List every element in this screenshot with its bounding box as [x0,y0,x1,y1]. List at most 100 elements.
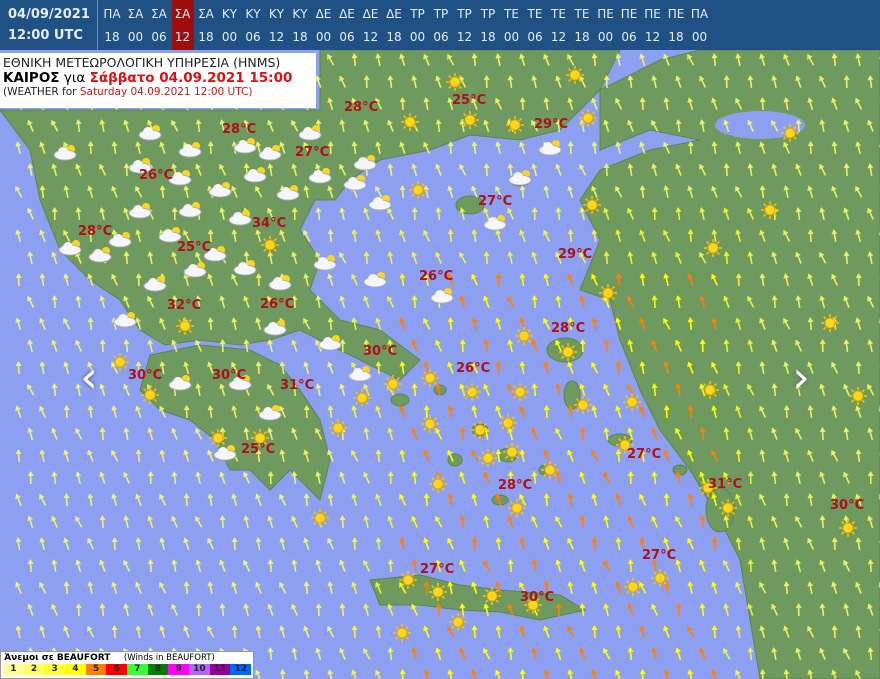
time-slot[interactable]: ΣΑ 18 [195,0,217,50]
time-slot[interactable]: ΚΥ 12 [266,0,288,50]
temperature-label: 28°C [222,122,257,137]
wind-arrow [303,493,310,507]
wind-arrow [351,141,358,155]
wind-arrow [651,251,658,264]
wind-arrow [483,295,490,308]
time-slot[interactable]: ΠΑ 18 [101,0,123,50]
time-slot[interactable]: ΔΕ 06 [336,0,358,50]
time-slot[interactable]: ΣΑ 12 [171,0,194,50]
wind-arrow [831,537,838,551]
wind-arrow [819,163,827,176]
time-slot[interactable]: ΤΡ 06 [430,0,452,50]
wind-arrow [519,669,526,679]
wind-arrow [603,515,610,529]
wind-arrow [483,251,490,265]
time-slot[interactable]: ΚΥ 06 [242,0,264,50]
wind-arrow [675,647,682,660]
cloud-icon [143,276,167,292]
time-slot[interactable]: ΠΕ 12 [642,0,664,50]
time-slot[interactable]: ΚΥ 00 [219,0,241,50]
next-button[interactable]: › [786,355,816,400]
wind-arrow [819,559,826,572]
wind-arrow [555,295,562,309]
time-slot[interactable]: ΣΑ 06 [148,0,170,50]
time-slot[interactable]: ΠΑ 00 [689,0,711,50]
wind-arrow [735,669,743,679]
time-slot[interactable]: ΔΕ 00 [313,0,335,50]
wind-arrow [363,383,370,396]
wind-arrow [555,603,562,617]
wind-arrow [615,97,623,110]
slot-day: ΚΥ [268,7,285,21]
time-slot[interactable]: ΤΡ 12 [454,0,476,50]
cloud-icon [308,168,332,184]
wind-arrow [147,295,155,308]
slot-hour: 00 [503,30,520,44]
wind-arrow [375,97,383,110]
time-slot[interactable]: ΔΕ 18 [383,0,405,50]
wind-arrow [639,669,646,679]
wind-arrow [735,317,742,330]
wind-arrow [651,647,658,661]
wind-arrow [27,383,35,396]
wind-arrow [855,537,862,551]
wind-arrow [15,449,22,463]
time-slot[interactable]: ΤΕ 18 [571,0,593,50]
time-slot[interactable]: ΤΕ 06 [524,0,546,50]
time-slot[interactable]: ΚΥ 18 [289,0,311,50]
wind-arrow [591,97,598,110]
time-slot[interactable]: ΤΕ 12 [548,0,570,50]
wind-arrow [531,75,538,89]
wind-arrow [99,207,106,221]
wind-arrow [291,515,298,528]
cloud-icon [298,125,322,141]
wind-arrow [771,251,778,264]
wind-arrow [231,185,238,198]
wind-arrow [267,119,274,132]
wind-arrow [399,493,407,506]
wind-arrow [651,207,658,221]
wind-arrow [687,317,694,331]
time-slot[interactable]: ΤΕ 00 [501,0,523,50]
wind-arrow [711,185,718,198]
wind-arrow [291,251,298,264]
wind-arrow [591,449,599,462]
wind-arrow [579,383,586,396]
wind-arrow [255,581,262,594]
wind-arrow [447,317,454,331]
wind-arrow [735,537,742,551]
wind-arrow [711,581,718,594]
wind-arrow [735,449,742,463]
current-date: 04/09/2021 [8,7,90,22]
wind-arrow [483,119,490,132]
time-slot[interactable]: ΤΡ 00 [407,0,429,50]
wind-arrow [123,295,130,308]
wind-arrow [411,383,418,397]
wind-arrow [843,383,850,396]
turkey [579,50,880,679]
wind-arrow [495,449,502,463]
wind-arrow [399,53,406,66]
time-slot[interactable]: ΔΕ 12 [360,0,382,50]
wind-arrow [495,581,502,594]
wind-arrow [171,603,179,616]
time-slot[interactable]: ΠΕ 06 [618,0,640,50]
wind-arrow [675,75,682,88]
slot-day: ΔΕ [362,7,379,21]
title-box: ΕΘΝΙΚΗ ΜΕΤΕΩΡΟΛΟΓΙΚΗ ΥΠΗΡΕΣΙΑ (HNMS) ΚΑΙ… [0,53,316,108]
slot-hour: 00 [597,30,614,44]
time-slot[interactable]: ΠΕ 18 [665,0,687,50]
wind-arrow [303,581,310,595]
previous-button[interactable]: ‹ [74,355,104,400]
time-slot[interactable]: ΤΡ 18 [477,0,499,50]
time-slot[interactable]: ΠΕ 00 [595,0,617,50]
wind-arrow [279,625,286,638]
wind-arrow [123,515,130,529]
time-slot[interactable]: ΣΑ 00 [125,0,147,50]
wind-arrow [63,405,70,419]
wind-arrow [51,339,58,352]
wind-arrow [495,141,502,155]
wind-arrow [867,207,875,220]
wind-arrow [831,141,838,155]
wind-arrow [507,295,515,308]
